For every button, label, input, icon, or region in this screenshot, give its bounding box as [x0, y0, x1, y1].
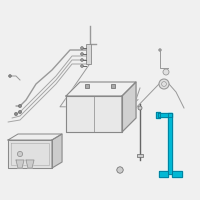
- FancyBboxPatch shape: [111, 84, 115, 88]
- Circle shape: [159, 79, 169, 89]
- Polygon shape: [168, 113, 172, 174]
- Polygon shape: [8, 134, 62, 140]
- Polygon shape: [158, 113, 172, 117]
- FancyBboxPatch shape: [86, 44, 91, 64]
- Polygon shape: [159, 171, 168, 177]
- Circle shape: [14, 112, 18, 116]
- Circle shape: [81, 59, 83, 61]
- Polygon shape: [66, 82, 136, 96]
- Circle shape: [81, 53, 83, 55]
- Polygon shape: [16, 160, 24, 168]
- Circle shape: [81, 65, 83, 67]
- FancyBboxPatch shape: [137, 154, 143, 157]
- Polygon shape: [8, 140, 52, 168]
- Circle shape: [18, 104, 22, 108]
- Polygon shape: [156, 112, 160, 118]
- FancyBboxPatch shape: [85, 84, 89, 88]
- Polygon shape: [172, 171, 182, 177]
- Circle shape: [18, 110, 22, 114]
- Circle shape: [163, 69, 169, 75]
- Circle shape: [81, 47, 83, 49]
- Polygon shape: [52, 134, 62, 168]
- Circle shape: [9, 75, 11, 77]
- Circle shape: [117, 167, 123, 173]
- Circle shape: [138, 106, 142, 110]
- Polygon shape: [122, 82, 136, 132]
- Polygon shape: [26, 160, 34, 168]
- Circle shape: [17, 151, 23, 157]
- Circle shape: [159, 49, 161, 51]
- Polygon shape: [66, 96, 122, 132]
